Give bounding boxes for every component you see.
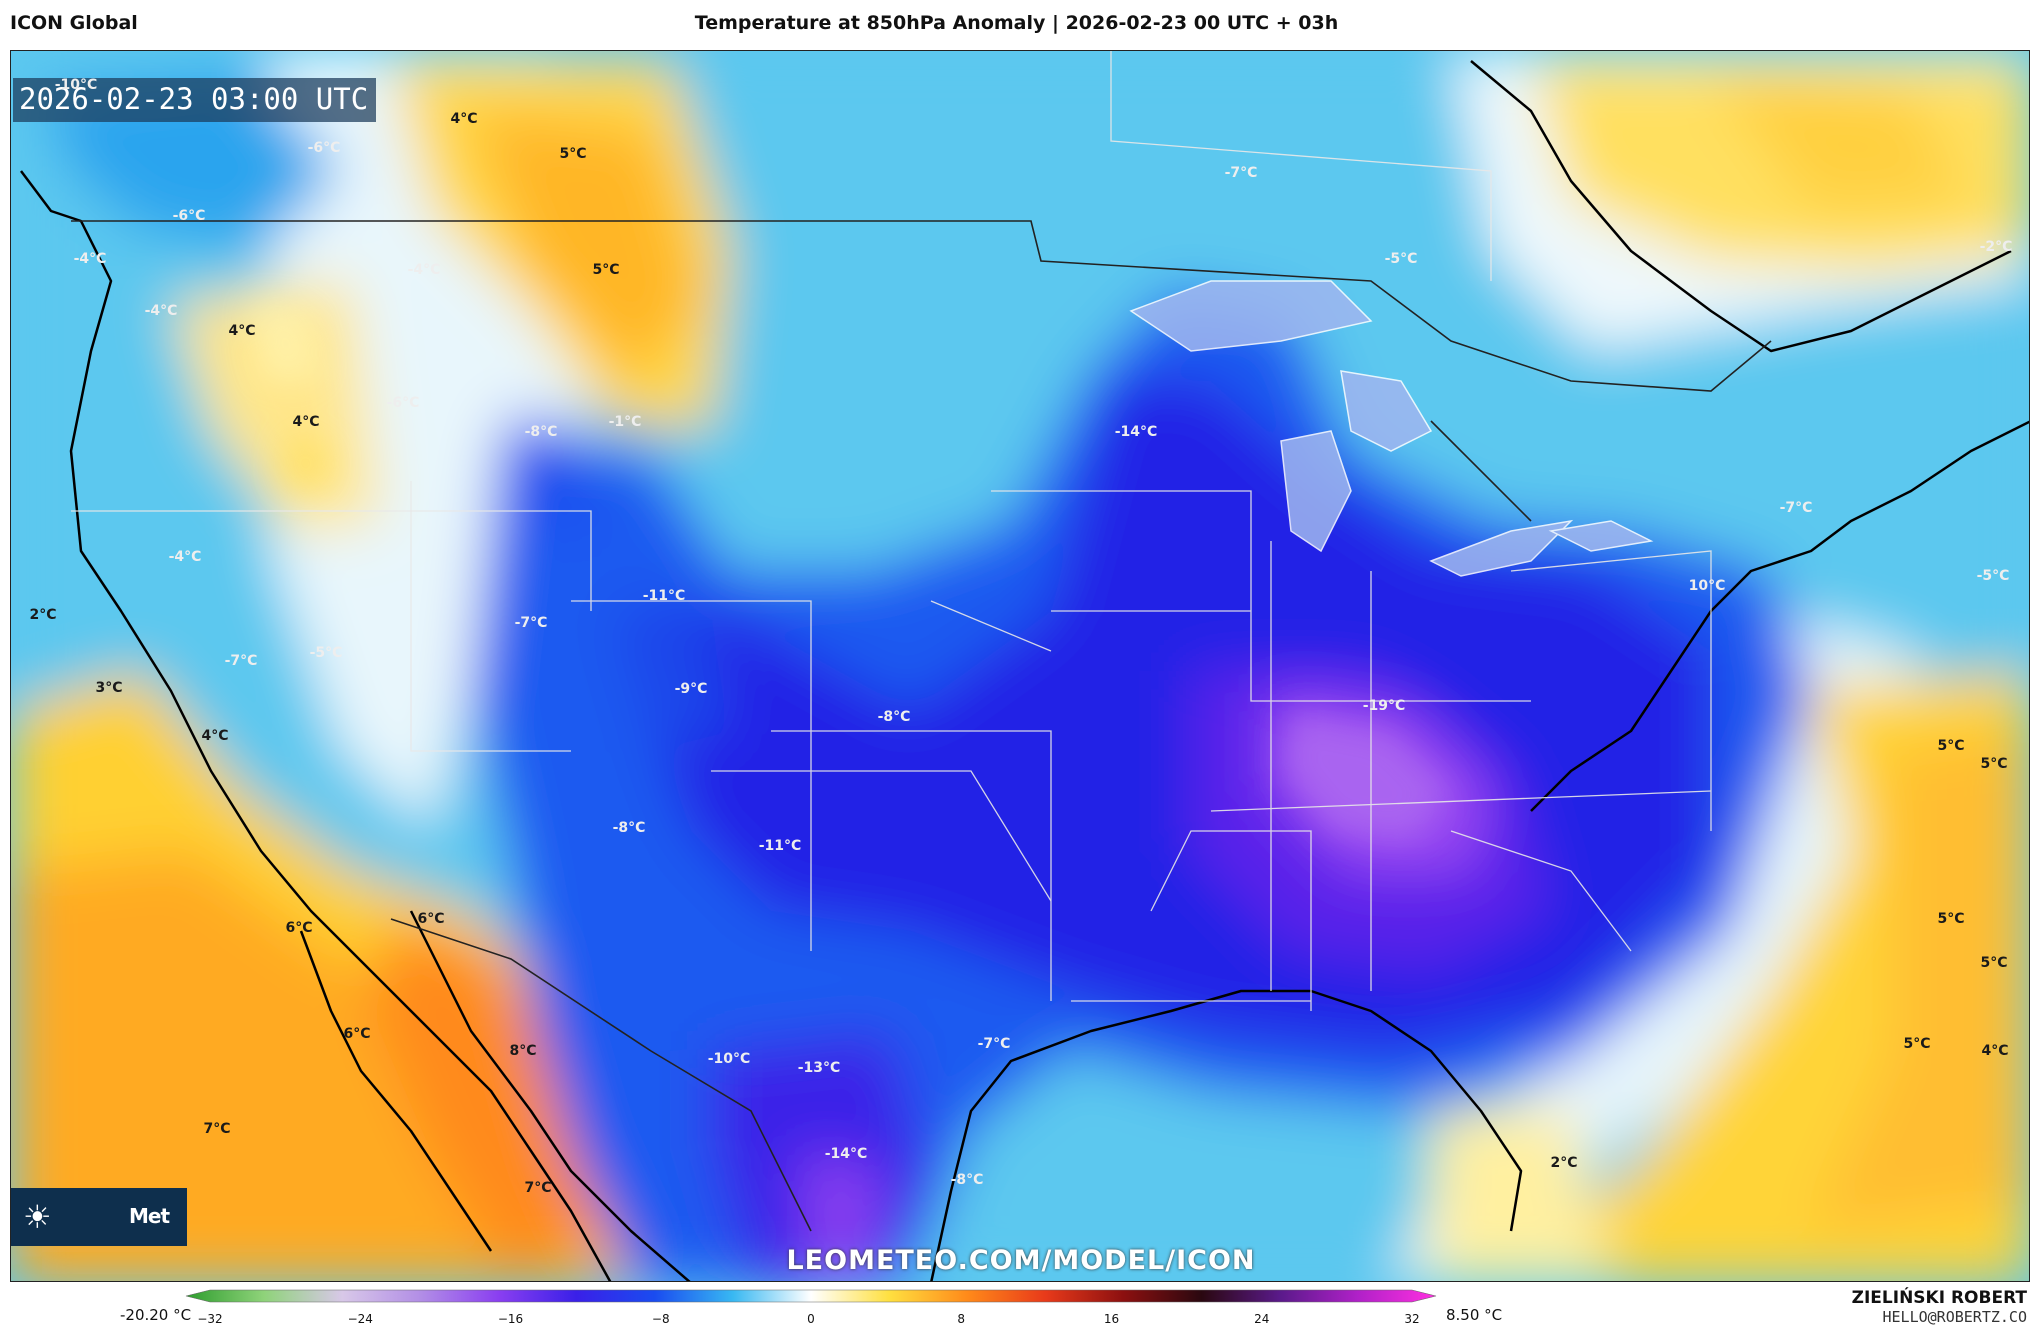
temperature-label: -19°C	[1362, 698, 1406, 714]
temperature-label: 5°C	[592, 262, 620, 278]
temperature-label: -6°C	[172, 208, 206, 224]
temperature-label: 4°C	[228, 323, 256, 339]
temperature-label: -13°C	[797, 1060, 841, 1076]
temperature-label: 10°C	[1688, 578, 1726, 594]
colorbar-tick: −24	[347, 1312, 373, 1326]
temperature-label: -14°C	[1114, 424, 1158, 440]
temperature-label: -8°C	[877, 709, 911, 725]
temperature-label: 5°C	[1937, 738, 1965, 754]
colorbar-tick: 32	[1404, 1312, 1420, 1326]
author-email: HELLO@ROBERTZ.CO	[1882, 1308, 2028, 1326]
model-name: ICON Global	[10, 12, 138, 34]
temperature-label: -4°C	[73, 251, 107, 267]
temperature-label: -11°C	[758, 838, 802, 854]
temperature-label: -8°C	[612, 820, 646, 836]
logo-text: Met	[129, 1204, 170, 1228]
leometeo-logo[interactable]: ☀ Met	[11, 1188, 187, 1246]
colorbar-min-value: -20.20 °C	[120, 1306, 192, 1324]
temperature-label: -7°C	[1224, 165, 1258, 181]
temperature-label: -14°C	[824, 1146, 868, 1162]
credit: ZIELIŃSKI ROBERT HELLO@ROBERTZ.CO	[1852, 1288, 2027, 1326]
colorbar-max-value: 8.50 °C	[1446, 1306, 1503, 1324]
temperature-label: 7°C	[524, 1180, 552, 1196]
temperature-label: 8°C	[509, 1043, 537, 1059]
chart-title: Temperature at 850hPa Anomaly | 2026-02-…	[694, 12, 1339, 34]
temperature-label: -2°C	[1979, 239, 2013, 255]
temperature-label: 4°C	[450, 111, 478, 127]
colorbar: -20.20 °C −32 −24 −16 −8 0 8 16 24 32 8.50 °C	[0, 1282, 2033, 1338]
temperature-label: -7°C	[514, 615, 548, 631]
colorbar-tick: 8	[957, 1312, 966, 1326]
colorbar-tick: −32	[197, 1312, 223, 1326]
temperature-label: 3°C	[95, 680, 123, 696]
sun-icon: ☀	[23, 1198, 52, 1236]
temperature-label: -7°C	[977, 1036, 1011, 1052]
temperature-label: -4°C	[144, 303, 178, 319]
temperature-label: 5°C	[1903, 1036, 1931, 1052]
anomaly-map[interactable]: 2026-02-23 03:00 UTC -10°C -6°C 4°C 5°C -6°C…	[10, 50, 2030, 1282]
colorbar-tick: 0	[807, 1312, 815, 1326]
temperature-label: 5°C	[1980, 955, 2008, 971]
temperature-label: -5°C	[1384, 251, 1418, 267]
temperature-label: 5°C	[559, 146, 587, 162]
temperature-label: -8°C	[950, 1172, 984, 1188]
colorbar-ramp	[185, 1289, 1437, 1303]
temperature-label: 6°C	[343, 1026, 371, 1042]
temperature-label: -5°C	[1976, 568, 2010, 584]
temperature-label: 5°C	[1937, 911, 1965, 927]
temperature-label: -5°C	[309, 645, 343, 661]
temperature-label: 7°C	[203, 1121, 231, 1137]
temperature-label: 6°C	[285, 920, 313, 936]
colorbar-tick: 24	[1254, 1312, 1270, 1326]
temperature-label: -6°C	[386, 395, 420, 411]
temperature-label: -9°C	[674, 681, 708, 697]
anomaly-field	[11, 51, 2029, 1281]
temperature-label: 6°C	[417, 911, 445, 927]
temperature-label: 4°C	[292, 414, 320, 430]
source-watermark: LEOMETEO.COM/MODEL/ICON	[786, 1245, 1256, 1276]
temperature-label: -7°C	[224, 653, 258, 669]
temperature-label: -6°C	[307, 140, 341, 156]
colorbar-tick: −8	[651, 1312, 670, 1326]
temperature-label: -8°C	[524, 424, 558, 440]
temperature-label: 4°C	[201, 728, 229, 744]
temperature-label: -11°C	[642, 588, 686, 604]
colorbar-tick: 16	[1103, 1312, 1120, 1326]
temperature-label: -4°C	[168, 549, 202, 565]
temperature-label: 4°C	[1981, 1043, 2009, 1059]
colorbar-tick: −16	[497, 1312, 524, 1326]
temperature-label: 5°C	[1980, 756, 2008, 772]
temperature-label: 2°C	[1550, 1155, 1578, 1171]
temperature-label: -7°C	[1779, 500, 1813, 516]
temperature-label: 2°C	[29, 607, 57, 623]
header: ICON Global Temperature at 850hPa Anomal…	[0, 0, 2033, 50]
temperature-label: -10°C	[54, 77, 98, 93]
temperature-label: -10°C	[707, 1051, 751, 1067]
valid-time-label: 2026-02-23 03:00 UTC	[13, 78, 377, 122]
author-name: ZIELIŃSKI ROBERT	[1851, 1288, 2027, 1308]
temperature-label: -1°C	[608, 414, 642, 430]
temperature-label: -4°C	[407, 262, 441, 278]
